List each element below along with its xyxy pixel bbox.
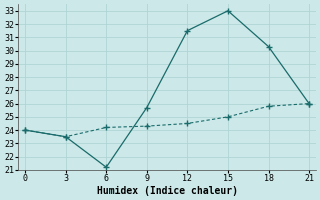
X-axis label: Humidex (Indice chaleur): Humidex (Indice chaleur)	[97, 186, 237, 196]
